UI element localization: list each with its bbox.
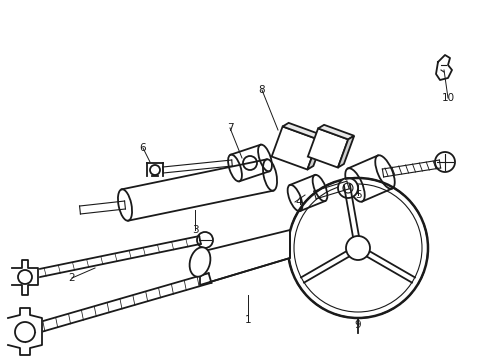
Circle shape xyxy=(338,178,358,198)
Text: 7: 7 xyxy=(227,123,233,133)
Polygon shape xyxy=(338,136,354,167)
Circle shape xyxy=(197,232,213,248)
Polygon shape xyxy=(318,125,354,139)
Text: 3: 3 xyxy=(192,225,198,235)
Text: 1: 1 xyxy=(245,315,251,325)
Text: 6: 6 xyxy=(140,143,147,153)
Circle shape xyxy=(150,165,160,175)
Polygon shape xyxy=(12,260,38,295)
Text: 5: 5 xyxy=(355,190,361,200)
Ellipse shape xyxy=(190,247,210,277)
Text: 10: 10 xyxy=(441,93,455,103)
Polygon shape xyxy=(307,136,324,170)
Polygon shape xyxy=(200,230,290,285)
Circle shape xyxy=(243,156,257,170)
Circle shape xyxy=(435,152,455,172)
Polygon shape xyxy=(283,123,324,139)
Text: 8: 8 xyxy=(259,85,265,95)
Text: 4: 4 xyxy=(295,197,302,207)
Text: 9: 9 xyxy=(355,320,361,330)
Polygon shape xyxy=(8,308,42,355)
Circle shape xyxy=(18,270,32,284)
Polygon shape xyxy=(436,55,452,80)
Polygon shape xyxy=(308,129,348,167)
Polygon shape xyxy=(271,126,318,170)
Text: 2: 2 xyxy=(69,273,75,283)
Circle shape xyxy=(15,322,35,342)
